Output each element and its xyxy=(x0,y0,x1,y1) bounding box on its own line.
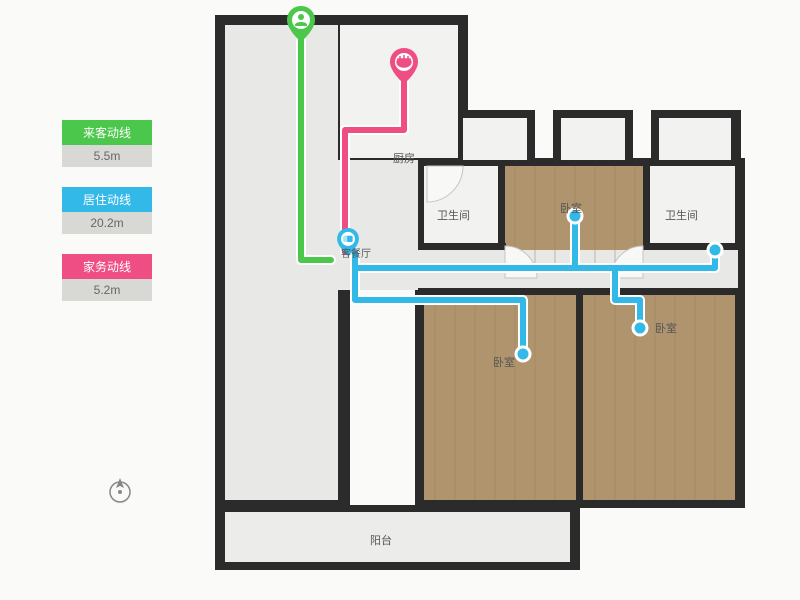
legend-value: 20.2m xyxy=(62,212,152,234)
label-livingdining: 客餐厅 xyxy=(341,245,371,260)
legend-panel: 来客动线 5.5m 居住动线 20.2m 家务动线 5.2m xyxy=(62,120,152,321)
chore-pin-icon xyxy=(390,48,418,84)
label-bathroom1: 卫生间 xyxy=(437,207,470,223)
legend-value: 5.2m xyxy=(62,279,152,301)
legend-item-guest: 来客动线 5.5m xyxy=(62,120,152,167)
legend-label: 居住动线 xyxy=(62,187,152,212)
label-bathroom2: 卫生间 xyxy=(665,207,698,223)
guest-pin-icon xyxy=(287,6,315,42)
label-bedroom1: 卧室 xyxy=(560,200,582,216)
floorplan: 厨房 卫生间 卫生间 卧室 客餐厅 卧室 卧室 阳台 xyxy=(215,0,775,580)
compass-icon xyxy=(105,475,135,510)
legend-label: 来客动线 xyxy=(62,120,152,145)
legend-item-chore: 家务动线 5.2m xyxy=(62,254,152,301)
label-kitchen: 厨房 xyxy=(393,150,415,166)
label-balcony: 阳台 xyxy=(370,532,392,548)
legend-value: 5.5m xyxy=(62,145,152,167)
label-bedroom3: 卧室 xyxy=(655,320,677,336)
legend-label: 家务动线 xyxy=(62,254,152,279)
label-bedroom2: 卧室 xyxy=(493,354,515,370)
legend-item-living: 居住动线 20.2m xyxy=(62,187,152,234)
